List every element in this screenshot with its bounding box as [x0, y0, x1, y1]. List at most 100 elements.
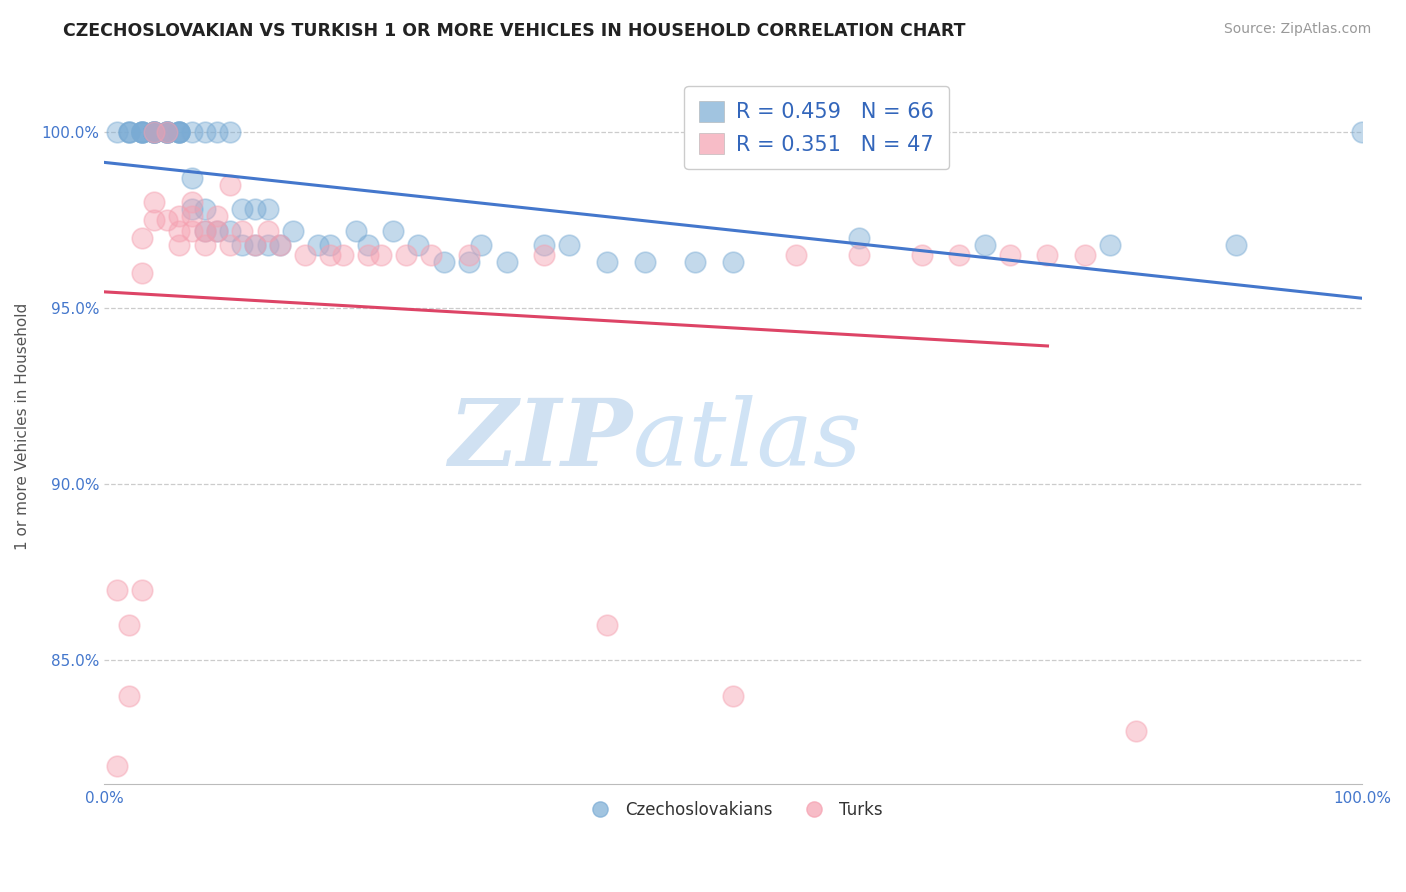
- Point: [848, 230, 870, 244]
- Point: [973, 237, 995, 252]
- Point: [281, 224, 304, 238]
- Point: [533, 237, 555, 252]
- Point: [998, 248, 1021, 262]
- Point: [131, 125, 153, 139]
- Point: [181, 195, 204, 210]
- Point: [533, 248, 555, 262]
- Point: [131, 230, 153, 244]
- Point: [131, 125, 153, 139]
- Point: [169, 237, 191, 252]
- Point: [105, 125, 128, 139]
- Point: [194, 224, 217, 238]
- Point: [457, 255, 479, 269]
- Point: [457, 248, 479, 262]
- Y-axis label: 1 or more Vehicles in Household: 1 or more Vehicles in Household: [15, 302, 30, 549]
- Point: [131, 125, 153, 139]
- Point: [683, 255, 706, 269]
- Point: [156, 125, 179, 139]
- Point: [105, 759, 128, 773]
- Point: [332, 248, 354, 262]
- Point: [169, 224, 191, 238]
- Point: [143, 195, 166, 210]
- Point: [143, 125, 166, 139]
- Point: [218, 178, 240, 192]
- Point: [495, 255, 517, 269]
- Point: [243, 237, 266, 252]
- Point: [848, 248, 870, 262]
- Point: [319, 237, 342, 252]
- Point: [131, 125, 153, 139]
- Point: [721, 255, 744, 269]
- Point: [785, 248, 807, 262]
- Point: [194, 237, 217, 252]
- Point: [243, 237, 266, 252]
- Point: [205, 224, 228, 238]
- Point: [194, 202, 217, 217]
- Legend: Czechoslovakians, Turks: Czechoslovakians, Turks: [576, 794, 890, 825]
- Point: [181, 170, 204, 185]
- Point: [1125, 723, 1147, 738]
- Point: [143, 125, 166, 139]
- Point: [131, 266, 153, 280]
- Point: [156, 125, 179, 139]
- Point: [231, 237, 253, 252]
- Text: ZIP: ZIP: [449, 395, 633, 485]
- Point: [156, 213, 179, 227]
- Point: [156, 125, 179, 139]
- Text: atlas: atlas: [633, 395, 862, 485]
- Point: [408, 237, 430, 252]
- Point: [948, 248, 970, 262]
- Point: [143, 125, 166, 139]
- Point: [181, 202, 204, 217]
- Point: [169, 125, 191, 139]
- Point: [470, 237, 492, 252]
- Point: [1351, 125, 1374, 139]
- Point: [143, 125, 166, 139]
- Point: [243, 202, 266, 217]
- Point: [382, 224, 405, 238]
- Point: [721, 689, 744, 703]
- Point: [420, 248, 443, 262]
- Point: [1074, 248, 1097, 262]
- Point: [1225, 237, 1247, 252]
- Point: [357, 248, 380, 262]
- Point: [194, 224, 217, 238]
- Point: [231, 224, 253, 238]
- Point: [357, 237, 380, 252]
- Text: CZECHOSLOVAKIAN VS TURKISH 1 OR MORE VEHICLES IN HOUSEHOLD CORRELATION CHART: CZECHOSLOVAKIAN VS TURKISH 1 OR MORE VEH…: [63, 22, 966, 40]
- Point: [181, 125, 204, 139]
- Point: [231, 202, 253, 217]
- Point: [205, 224, 228, 238]
- Point: [218, 125, 240, 139]
- Point: [218, 224, 240, 238]
- Point: [118, 618, 141, 632]
- Point: [319, 248, 342, 262]
- Point: [596, 618, 619, 632]
- Point: [156, 125, 179, 139]
- Point: [634, 255, 657, 269]
- Point: [143, 125, 166, 139]
- Point: [169, 125, 191, 139]
- Point: [294, 248, 316, 262]
- Point: [370, 248, 392, 262]
- Point: [143, 125, 166, 139]
- Point: [256, 237, 278, 252]
- Point: [1099, 237, 1122, 252]
- Point: [143, 125, 166, 139]
- Point: [181, 210, 204, 224]
- Point: [558, 237, 581, 252]
- Point: [256, 224, 278, 238]
- Point: [169, 210, 191, 224]
- Point: [256, 202, 278, 217]
- Point: [131, 582, 153, 597]
- Point: [156, 125, 179, 139]
- Point: [169, 125, 191, 139]
- Point: [596, 255, 619, 269]
- Point: [131, 125, 153, 139]
- Point: [1036, 248, 1059, 262]
- Point: [205, 125, 228, 139]
- Point: [269, 237, 291, 252]
- Point: [169, 125, 191, 139]
- Point: [105, 582, 128, 597]
- Point: [143, 213, 166, 227]
